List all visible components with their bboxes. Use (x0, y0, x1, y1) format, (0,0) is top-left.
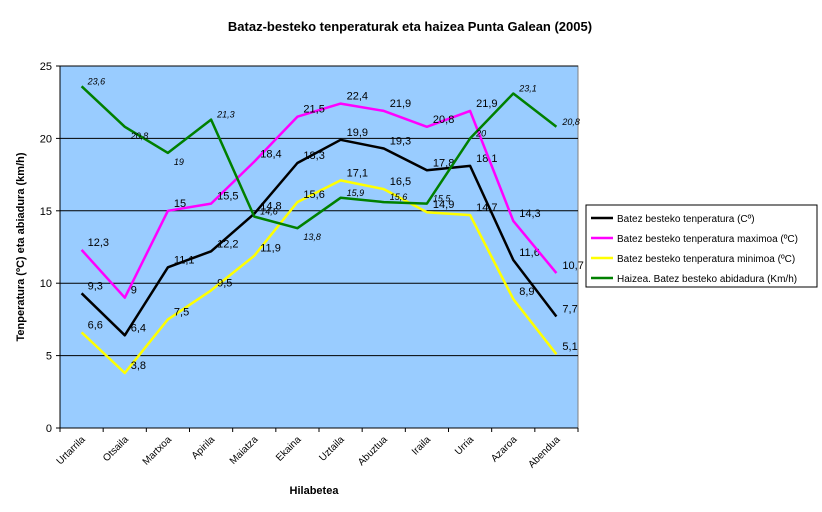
chart-title: Bataz-besteko tenperaturak eta haizea Pu… (228, 19, 592, 34)
data-label: 15,6 (390, 192, 408, 202)
legend-item: Batez besteko tenperatura minimoa (ºC) (591, 254, 795, 265)
data-label: 12,3 (88, 237, 109, 249)
data-label: 7,5 (174, 306, 189, 318)
data-label: 19 (174, 157, 184, 167)
data-label: 9,5 (217, 277, 232, 289)
data-label: 7,7 (562, 304, 577, 316)
data-label: 13,8 (303, 232, 321, 242)
x-tick-label: Abendua (526, 434, 562, 470)
data-label: 11,1 (174, 254, 195, 266)
data-label: 22,4 (347, 91, 368, 103)
data-label: 8,9 (519, 286, 534, 298)
data-label: 14,8 (260, 201, 281, 213)
series-layer: 9,3 6,4 11,1 12,2 14,8 18,3 19,9 19,3 17,8 18,1 11… (80, 76, 584, 375)
data-label: 21,3 (216, 110, 235, 120)
data-label: 15,6 (303, 189, 324, 201)
data-label: 3,8 (131, 360, 146, 372)
plot-background (59, 65, 579, 429)
data-label: 14,7 (476, 202, 497, 214)
data-label: 21,9 (390, 98, 411, 110)
x-tick-label: Ekaina (274, 434, 304, 464)
data-label: 23,6 (87, 76, 106, 86)
y-axis-title: Tenperatura (ºC) eta abiadura (km/h) (15, 152, 27, 341)
x-tick-label: Uztaila (317, 434, 347, 464)
series-line (80, 85, 558, 230)
series-3: 6,6 3,8 7,5 9,5 11,9 15,6 17,1 16,5 14,9 14,7 8,9 5… (80, 167, 578, 375)
legend: Batez besteko tenperatura (Cº) Batez best… (585, 204, 818, 288)
data-label: 18,3 (303, 150, 324, 162)
data-label: 21,5 (303, 104, 324, 116)
data-label: 20 (475, 128, 486, 138)
data-label: 20,8 (130, 131, 149, 141)
y-tick-label: 20 (40, 133, 52, 145)
data-label: 20,8 (561, 117, 580, 127)
y-axis: 0 5 10 15 20 25 (40, 61, 61, 435)
legend-item: Batez besteko tenperatura maximoa (ºC) (591, 234, 798, 245)
data-label: 6,6 (88, 319, 103, 331)
data-label: 20,8 (433, 114, 454, 126)
data-label: 23,1 (518, 84, 537, 94)
data-label: 9 (131, 285, 137, 297)
data-label: 12,2 (217, 238, 238, 250)
legend-label: Batez besteko tenperatura (Cº) (617, 214, 755, 225)
data-label: 19,9 (347, 127, 368, 139)
data-label: 14,3 (519, 208, 540, 220)
x-tick-label: Apirila (190, 434, 218, 462)
data-label: 9,3 (88, 280, 103, 292)
data-label: 19,3 (390, 136, 411, 148)
data-label: 17,8 (433, 157, 454, 169)
data-label: 17,1 (347, 167, 368, 179)
data-label: 5,1 (562, 341, 577, 353)
legend-label: Haizea. Batez besteko abidadura (Km/h) (617, 274, 797, 285)
x-tick-label: Abuztua (356, 434, 390, 468)
plot-area (59, 65, 579, 429)
y-tick-label: 25 (40, 61, 52, 73)
data-label: 18,1 (476, 153, 497, 165)
x-axis-title: Hilabetea (290, 485, 340, 497)
x-tick-label: Urtarrila (55, 434, 88, 467)
x-axis: Urtarrila Otsaila Martxoa Apirila Maiatza Eka… (55, 427, 579, 470)
legend-item: Haizea. Batez besteko abidadura (Km/h) (591, 274, 797, 285)
legend-item: Batez besteko tenperatura (Cº) (591, 214, 755, 225)
data-label: 15,5 (217, 191, 238, 203)
y-tick-label: 5 (46, 351, 52, 363)
data-label: 6,4 (131, 322, 146, 334)
series-line (80, 138, 558, 337)
y-tick-label: 15 (40, 206, 52, 218)
series-line (80, 179, 558, 375)
x-tick-label: Martxoa (141, 434, 175, 468)
legend-label: Batez besteko tenperatura minimoa (ºC) (617, 254, 795, 265)
x-tick-label: Maiatza (228, 434, 261, 467)
data-label: 21,9 (476, 98, 497, 110)
x-tick-label: Urria (453, 434, 476, 457)
x-tick-label: Otsaila (101, 434, 131, 464)
data-label: 15 (174, 198, 186, 210)
y-tick-label: 0 (46, 423, 52, 435)
data-label: 10,7 (562, 260, 583, 272)
x-tick-label: Iraila (410, 434, 433, 457)
data-label: 15,9 (347, 188, 365, 198)
x-tick-label: Azaroa (489, 434, 519, 464)
data-label: 16,5 (390, 176, 411, 188)
data-label: 15,5 (433, 194, 452, 204)
data-label: 18,4 (260, 149, 281, 161)
data-label: 11,6 (519, 247, 540, 259)
data-label: 14,6 (260, 207, 278, 217)
y-tick-label: 10 (40, 278, 52, 290)
legend-label: Batez besteko tenperatura maximoa (ºC) (617, 234, 798, 245)
data-label: 14,9 (433, 199, 454, 211)
legend-box (585, 204, 818, 288)
series-4: 23,6 20,8 19 21,3 14,6 13,8 15,9 15,6 15,5 20 23,1… (80, 76, 580, 242)
data-label: 11,9 (260, 243, 281, 255)
series-1: 9,3 6,4 11,1 12,2 14,8 18,3 19,9 19,3 17,8 18,1 11… (80, 127, 578, 337)
